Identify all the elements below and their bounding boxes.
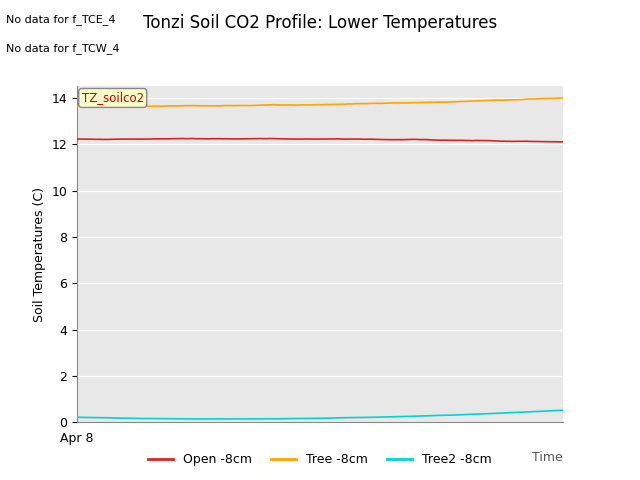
- Text: No data for f_TCE_4: No data for f_TCE_4: [6, 14, 116, 25]
- Text: Tonzi Soil CO2 Profile: Lower Temperatures: Tonzi Soil CO2 Profile: Lower Temperatur…: [143, 14, 497, 33]
- Text: Time: Time: [532, 451, 563, 464]
- Text: No data for f_TCW_4: No data for f_TCW_4: [6, 43, 120, 54]
- Y-axis label: Soil Temperatures (C): Soil Temperatures (C): [33, 187, 45, 322]
- Text: TZ_soilco2: TZ_soilco2: [82, 92, 144, 105]
- Legend: Open -8cm, Tree -8cm, Tree2 -8cm: Open -8cm, Tree -8cm, Tree2 -8cm: [143, 448, 497, 471]
